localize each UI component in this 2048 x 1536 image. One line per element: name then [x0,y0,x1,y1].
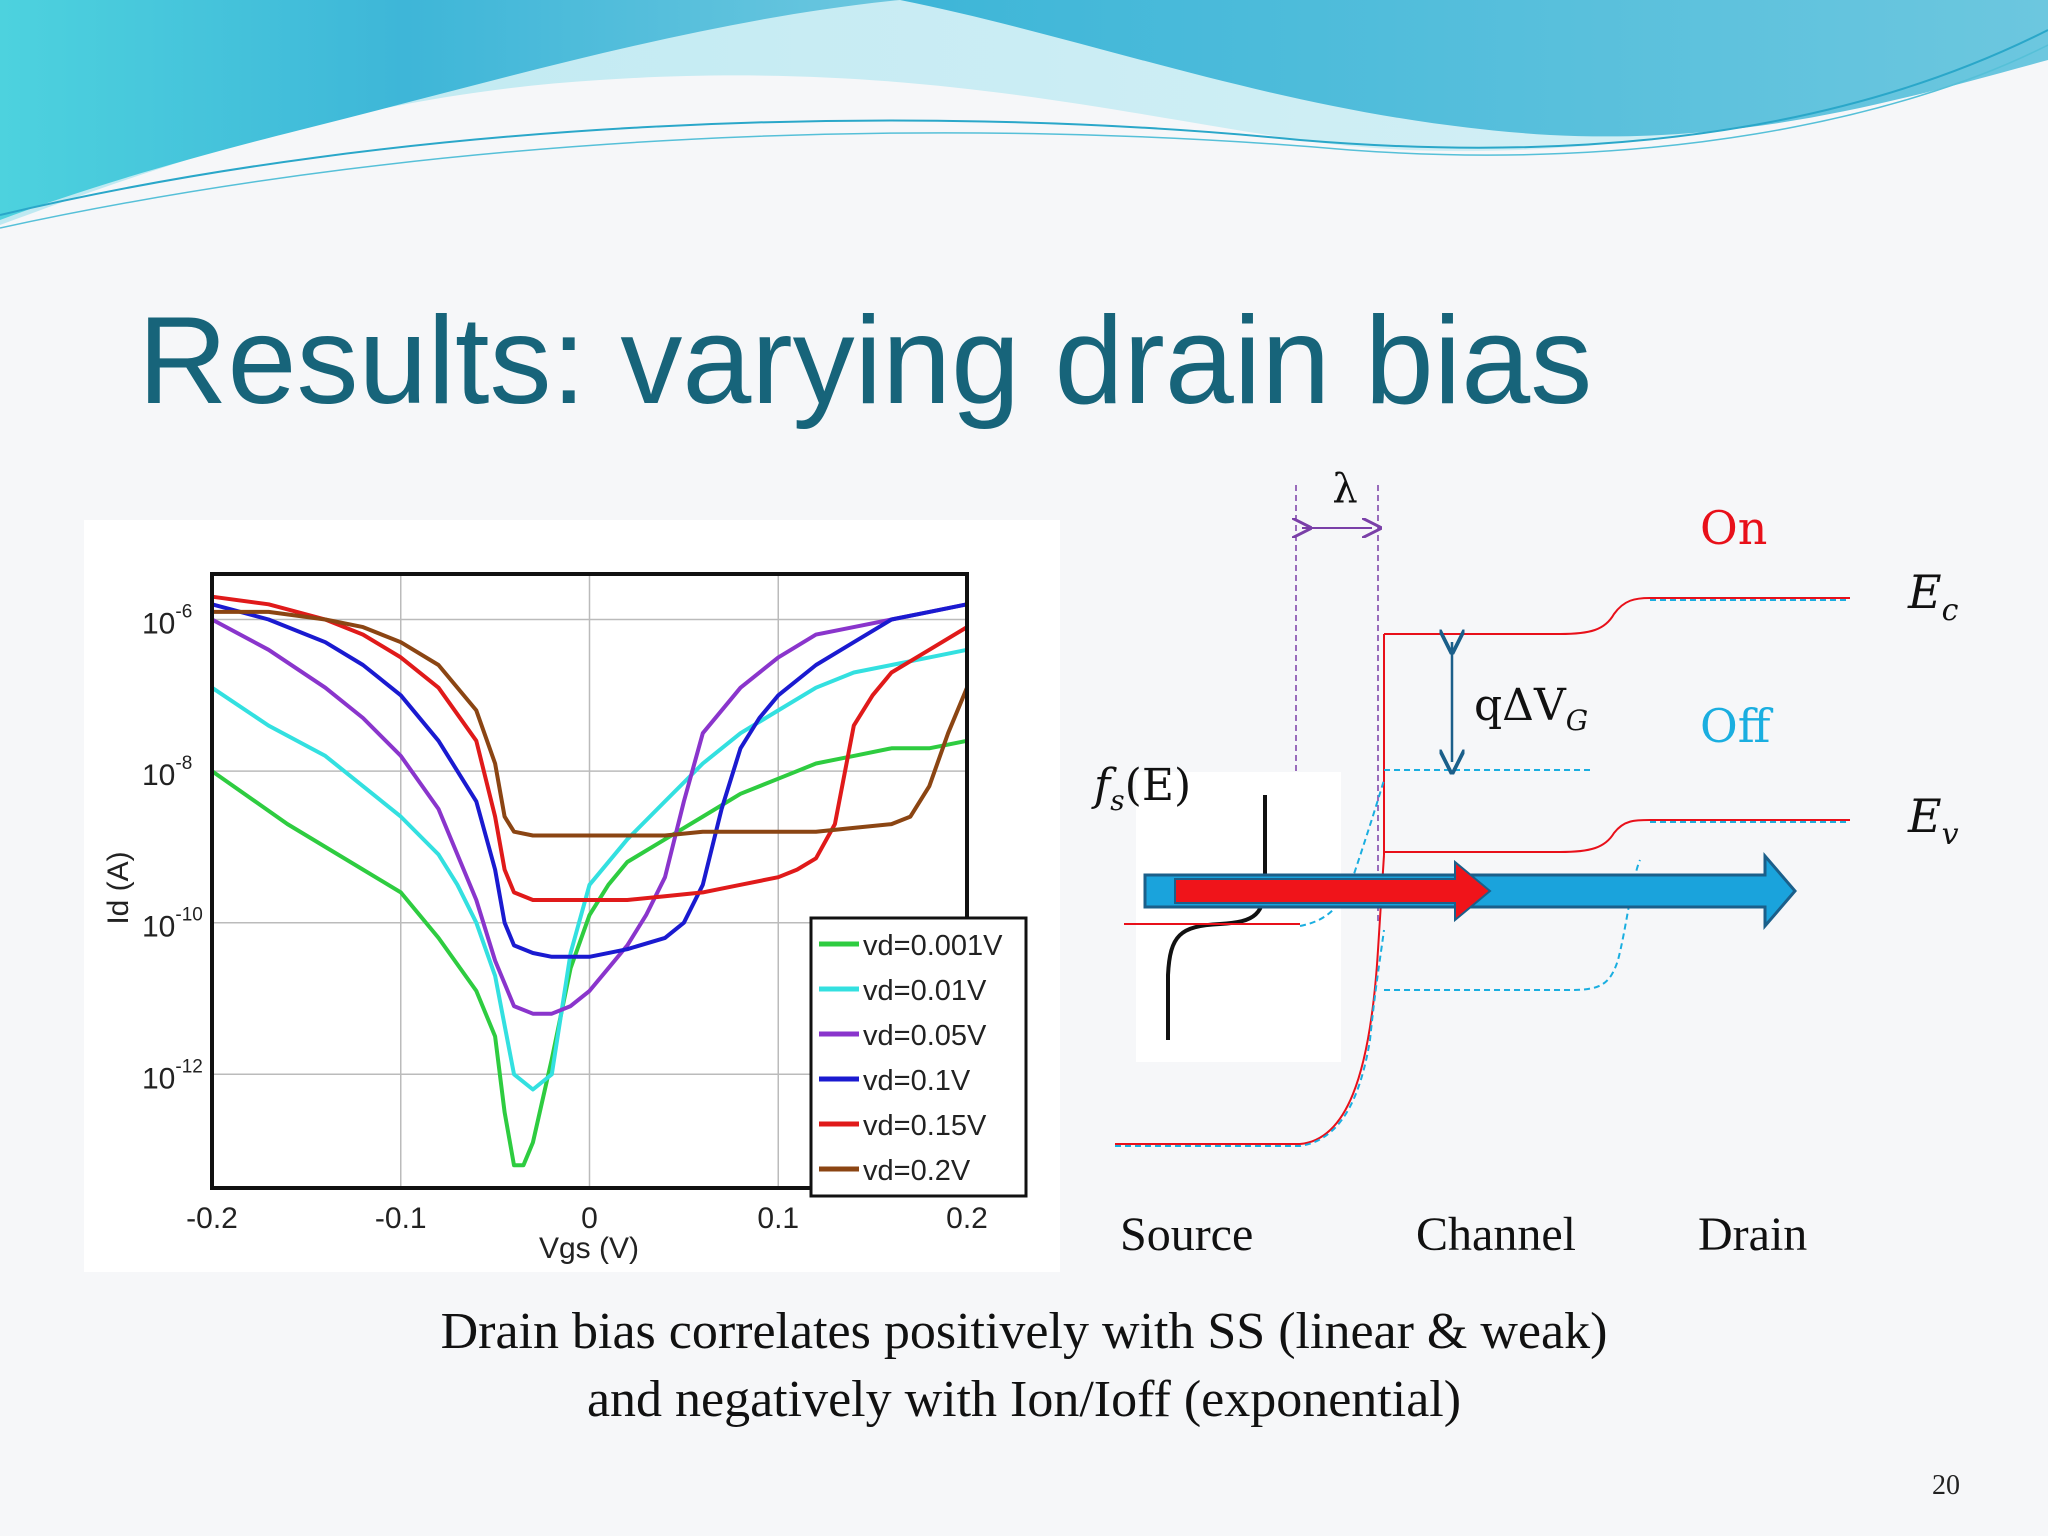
ev-label: Ev [1907,789,1959,852]
qdvg-label-main: qΔV [1474,680,1567,731]
fs-box [1136,772,1341,1062]
page-number: 20 [1932,1470,1960,1501]
id-vgs-chart: -0.2 -0.1 0 0.1 0.2 10-6 10-8 10-10 10-12 Vgs (V… [102,572,1028,1265]
series-line-vd=0.2V [212,609,969,838]
caption-line-1: Drain bias correlates positively with SS… [440,1303,1608,1360]
legend-label: vd=0.15V [863,1110,987,1142]
x-tick-label: -0.1 [375,1202,427,1235]
on-current-arrow [1174,859,1492,923]
y-tick-label: 10-12 [142,1056,203,1095]
series-line-vd=0.15V [211,594,969,902]
y-tick-label: 10-6 [142,601,192,640]
fs-label-arg: (E) [1125,760,1191,811]
caption-line-2: and negatively with Ion/Ioff (exponentia… [586,1371,1462,1428]
x-tick-label: -0.2 [186,1202,238,1235]
x-tick-label: 0 [581,1202,598,1235]
band-diagram: λ fs(E) qΔVG On Off Ec Ev Source Channel [1091,466,1959,1261]
y-tick-label: 10-8 [142,753,192,792]
legend-box [809,916,1028,1198]
legend-label: vd=0.001V [863,930,1003,962]
x-tick-label: 0.2 [946,1202,988,1235]
lambda-label: λ [1332,466,1357,512]
legend-label: vd=0.2V [863,1155,971,1187]
fs-label: fs(E) [1091,760,1191,817]
qdvg-label: qΔVG [1474,680,1588,737]
ec-label-sub: c [1942,593,1959,628]
wave-front [0,0,2048,137]
fs-label-sub: s [1110,784,1124,817]
region-source-label: Source [1120,1208,1253,1261]
on-conduction-band [1384,597,1850,635]
slide-title: Results: varying drain bias [138,292,1593,430]
off-valence-band [1384,859,1641,991]
ev-label-main: E [1907,789,1942,843]
chart-ticks: -0.2 -0.1 0 0.1 0.2 10-6 10-8 10-10 10-12 [142,601,988,1235]
chart-legend: vd=0.001V vd=0.01V vd=0.05V vd=0.1V vd=0.15V… [809,916,1028,1198]
legend-label: vd=0.05V [863,1020,987,1052]
y-tick-label: 10-10 [142,905,203,944]
series-line-vd=0.01V [210,647,968,1092]
off-label: Off [1700,699,1774,753]
x-axis-label: Vgs (V) [539,1232,639,1265]
wave-line-2 [0,44,2048,229]
plot-frame [210,572,969,1190]
series-line-vd=0.001V [210,738,968,1168]
y-axis-label: Id (A) [102,851,135,924]
ec-label: Ec [1907,565,1959,628]
on-valence-band [1383,819,1850,855]
wave-left [0,0,900,220]
chart-series [210,594,969,1168]
x-tick-label: 0.1 [757,1202,799,1235]
legend-label: vd=0.01V [863,975,987,1007]
chart-panel: -0.2 -0.1 0 0.1 0.2 10-6 10-8 10-10 10-12 Vgs (V… [84,520,1060,1272]
region-channel-label: Channel [1416,1208,1576,1261]
on-source-valence [1115,854,1385,1145]
off-source-band [1115,929,1385,1147]
header-wave [0,0,2048,229]
region-drain-label: Drain [1698,1208,1807,1261]
on-label: On [1700,501,1767,555]
ev-label-sub: v [1942,817,1959,852]
legend-label: vd=0.1V [863,1065,971,1097]
qdvg-label-sub: G [1566,704,1588,737]
series-line-vd=0.1V [211,602,968,959]
series-line-vd=0.05V [211,602,968,1016]
ec-label-main: E [1907,565,1942,619]
wave-line-1 [0,29,2048,216]
slide-caption: Drain bias correlates positively with SS… [0,1298,2048,1434]
